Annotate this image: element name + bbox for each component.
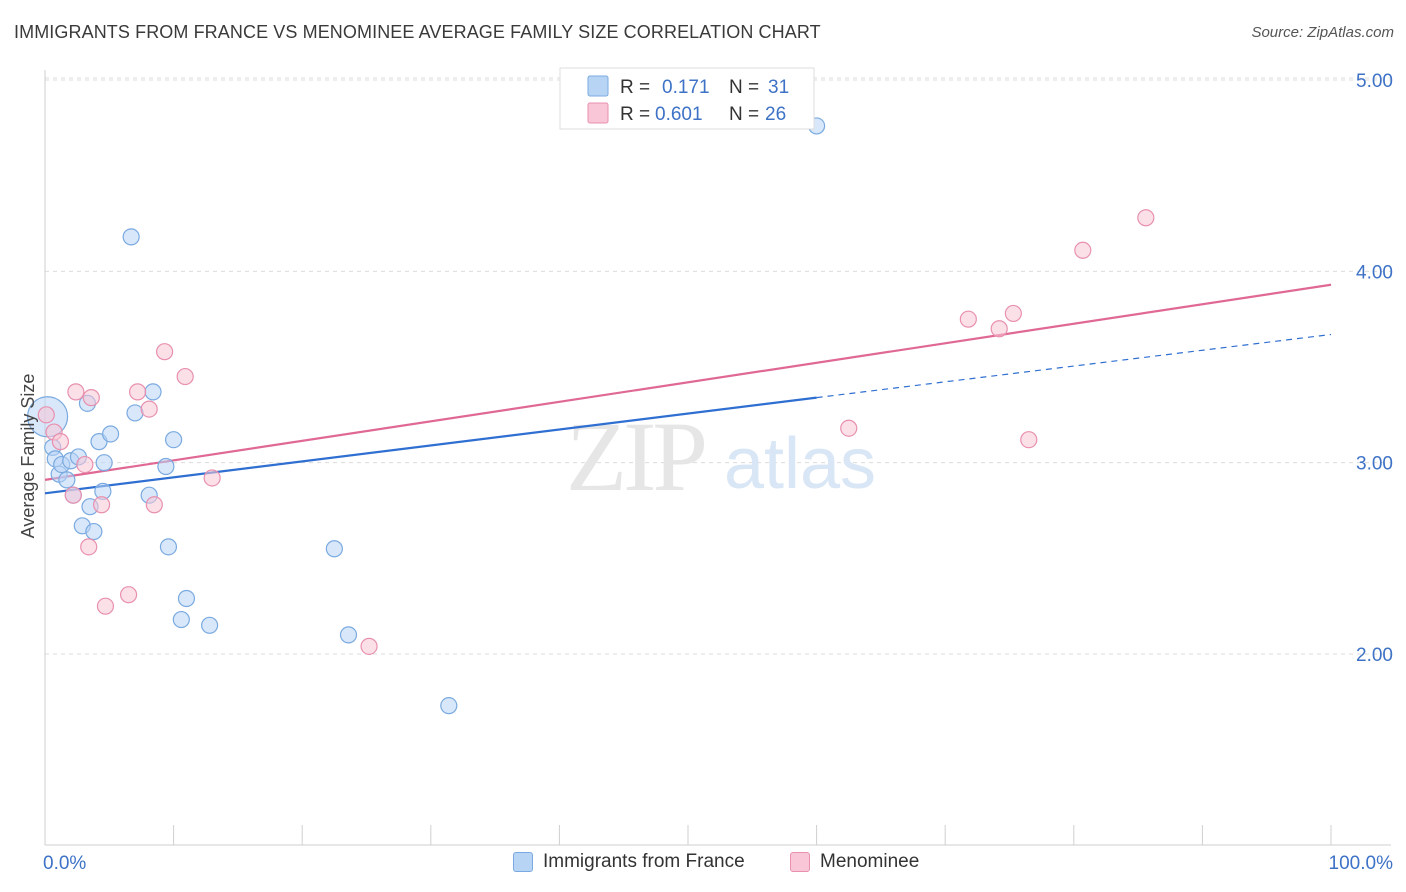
chart-title: IMMIGRANTS FROM FRANCE VS MENOMINEE AVER…	[14, 22, 821, 42]
y-tick-label: 4.00	[1356, 262, 1393, 283]
data-point-immigrants	[159, 538, 178, 556]
data-point-menominee	[840, 419, 858, 437]
data-point-menominee	[990, 320, 1008, 338]
data-point-menominee	[128, 383, 147, 401]
data-point-immigrants	[126, 404, 144, 422]
data-point-menominee	[96, 597, 115, 615]
data-point-menominee	[76, 455, 94, 474]
legend-swatch-menominee	[790, 852, 810, 872]
data-point-menominee	[145, 496, 163, 514]
data-point-menominee	[176, 367, 194, 386]
legend-r-value-2: 0.601	[655, 104, 703, 125]
data-point-menominee	[37, 406, 55, 424]
data-point-menominee	[51, 433, 70, 451]
y-tick-label: 2.00	[1356, 645, 1393, 666]
grid-lines	[45, 77, 1391, 655]
data-point-immigrants	[122, 228, 140, 246]
data-point-immigrants	[172, 610, 190, 629]
data-point-immigrants	[339, 626, 358, 644]
legend-swatch-immigrants	[513, 852, 533, 872]
data-point-menominee	[203, 469, 221, 487]
data-point-menominee	[1020, 431, 1038, 449]
trend-lines	[44, 283, 1332, 495]
data-points	[26, 117, 1155, 715]
axes	[44, 70, 1391, 846]
data-point-menominee	[155, 343, 174, 361]
data-point-menominee	[119, 586, 138, 604]
data-point-immigrants	[201, 616, 219, 634]
y-tick-label: 5.00	[1356, 71, 1393, 92]
x-tick-label: 0.0%	[43, 853, 86, 874]
y-axis-label: Average Family Size	[18, 374, 38, 539]
data-point-menominee	[80, 538, 98, 556]
data-point-immigrants	[85, 522, 103, 541]
legend-n-value-2: 26	[765, 104, 786, 125]
data-point-menominee	[1137, 209, 1155, 227]
data-point-menominee	[82, 389, 100, 407]
trend-line-immigrants-extension	[816, 333, 1332, 399]
data-point-menominee	[959, 310, 977, 328]
data-point-immigrants	[157, 457, 175, 476]
legend-swatch-blue	[587, 75, 609, 97]
data-point-menominee	[92, 496, 111, 514]
legend-n-label-2: N =	[729, 104, 759, 125]
data-point-menominee	[1004, 304, 1022, 323]
data-point-immigrants	[101, 425, 120, 443]
tick-labels: 2.00 3.00 4.00 5.00 0.0% 100.0%	[43, 71, 1393, 874]
data-point-menominee	[67, 383, 85, 401]
legend-n-label-1: N =	[729, 77, 759, 98]
y-tick-label: 3.00	[1356, 454, 1393, 475]
source-label: Source: ZipAtlas.com	[1251, 24, 1394, 41]
data-point-immigrants	[95, 454, 113, 472]
top-legend: R = 0.171 N = 31 R = 0.601 N = 26	[559, 67, 815, 130]
legend-r-value-1: 0.171	[662, 77, 710, 98]
watermark-zip: ZIP	[566, 401, 704, 512]
bottom-legend: Immigrants from France Menominee	[0, 851, 1406, 879]
data-point-menominee	[140, 400, 158, 418]
legend-n-value-1: 31	[768, 77, 789, 98]
legend-r-label-2: R =	[620, 104, 650, 125]
data-point-immigrants	[144, 383, 162, 401]
x-tick-label: 100.0%	[1329, 853, 1394, 874]
trend-line-menominee	[44, 283, 1332, 481]
data-point-immigrants	[165, 431, 183, 449]
watermark-atlas: atlas	[724, 424, 876, 504]
legend-r-label-1: R =	[620, 77, 650, 98]
data-point-menominee	[64, 486, 82, 504]
data-point-menominee	[1074, 241, 1092, 259]
legend-swatch-pink	[587, 102, 609, 124]
legend-label-menominee: Menominee	[820, 851, 920, 872]
data-point-menominee	[360, 637, 378, 655]
watermark: ZIP atlas	[566, 401, 876, 512]
data-point-immigrants	[58, 471, 76, 489]
data-point-immigrants	[325, 540, 343, 558]
legend-label-immigrants: Immigrants from France	[543, 851, 745, 872]
data-point-immigrants	[177, 589, 196, 608]
trend-line-immigrants	[44, 396, 817, 495]
data-point-immigrants	[440, 697, 458, 715]
legend-item-menominee: Menominee	[790, 851, 919, 873]
legend-item-immigrants: Immigrants from France	[513, 851, 745, 873]
